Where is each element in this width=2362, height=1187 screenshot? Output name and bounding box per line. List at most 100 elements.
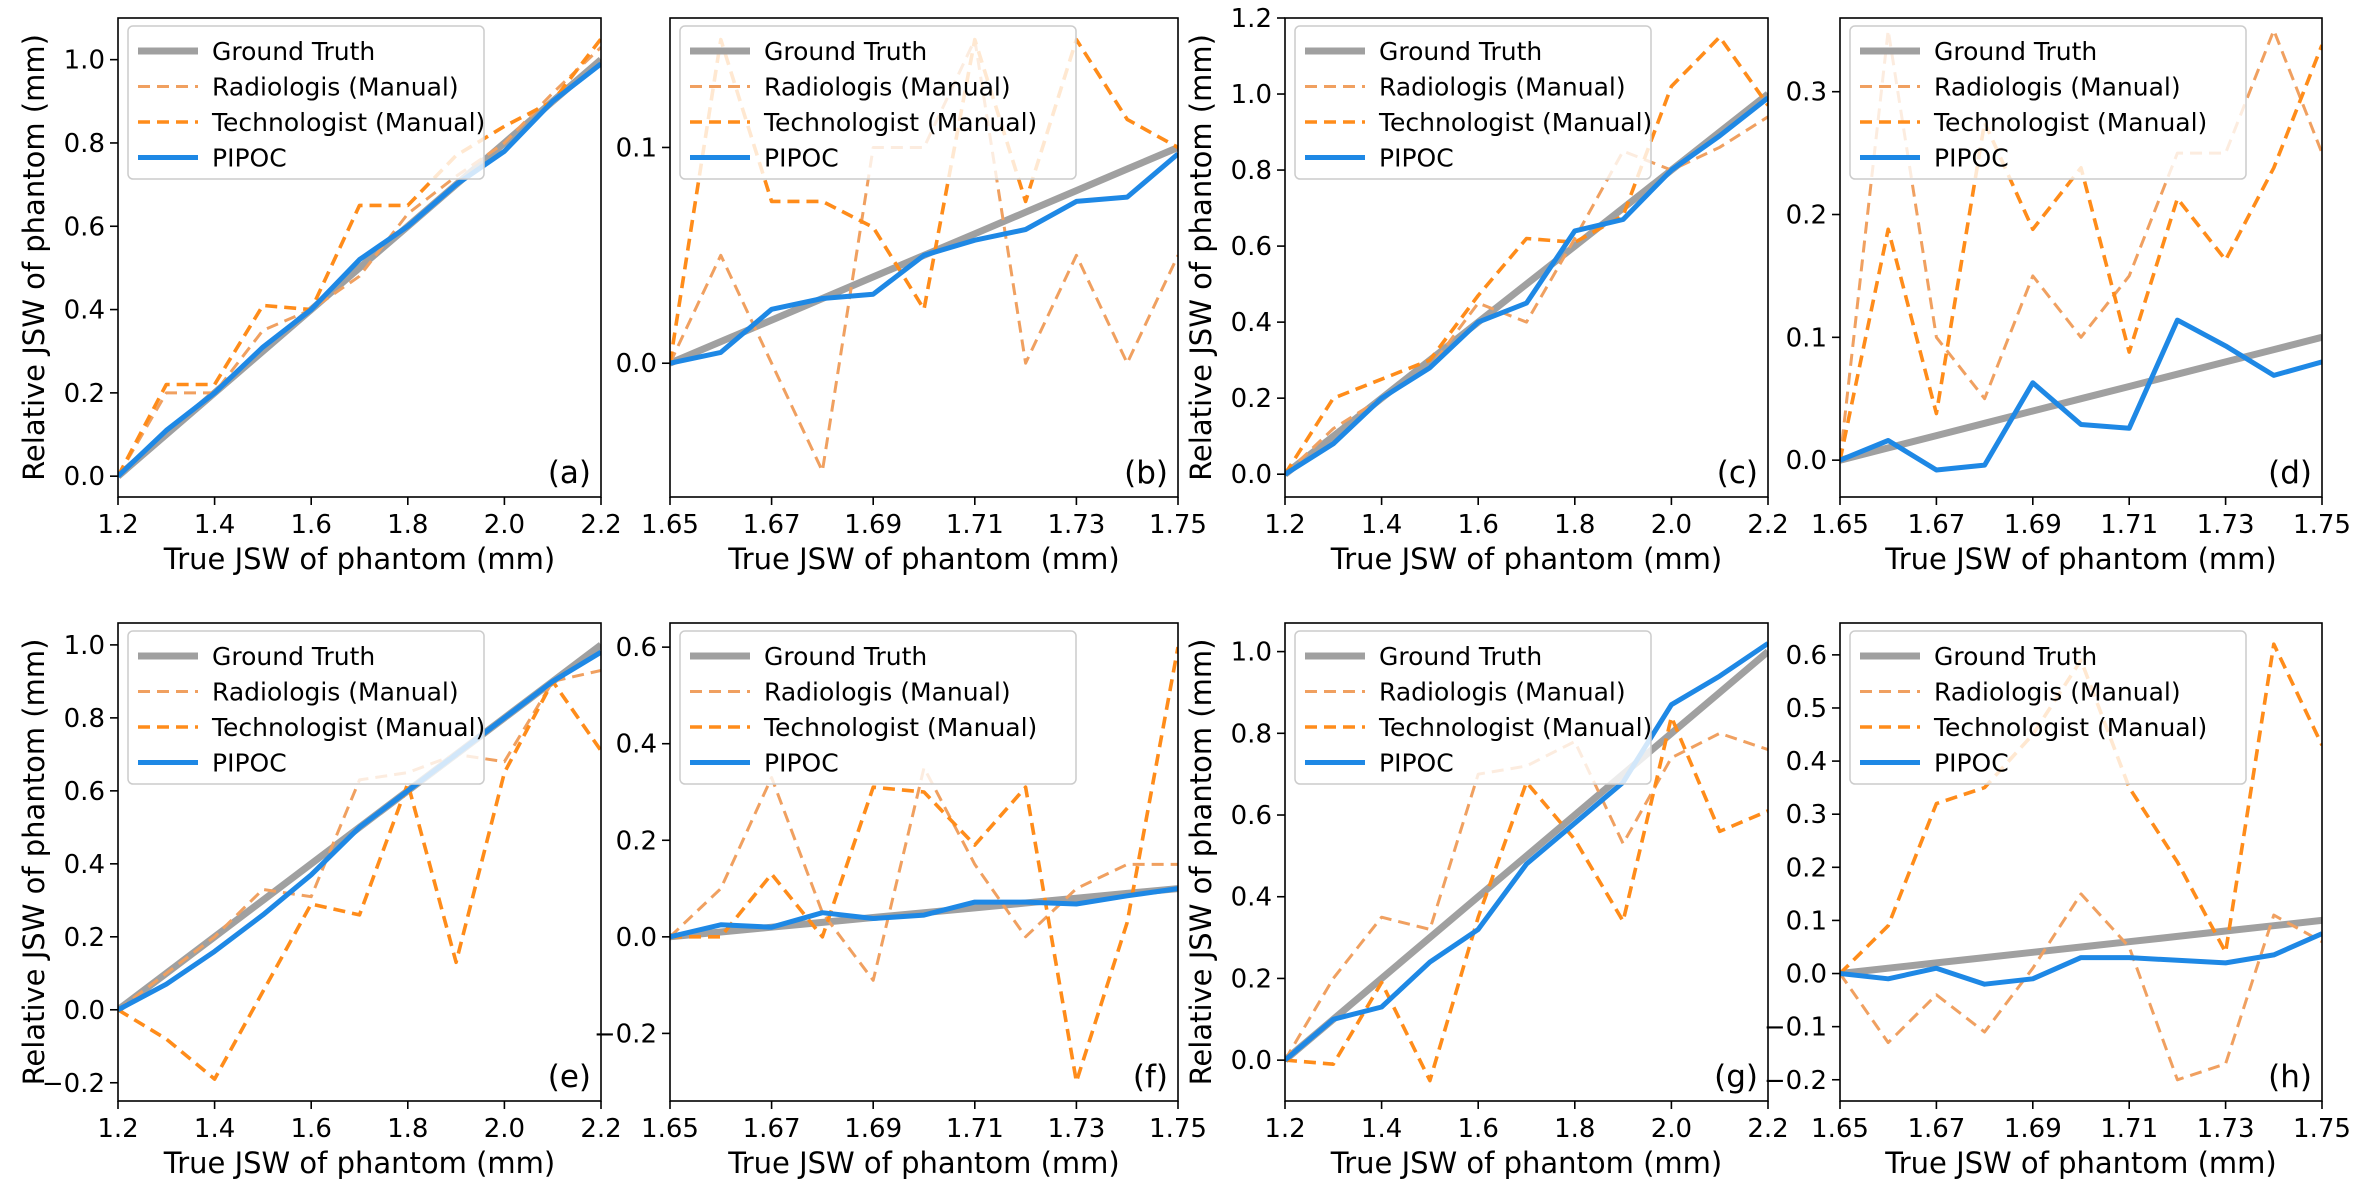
y-tick-label: −0.1	[1764, 1013, 1827, 1043]
plot-frame	[117, 17, 602, 498]
y-tick-label: 0.2	[616, 826, 657, 856]
x-tick-label: 2.2	[580, 1114, 621, 1144]
y-tick-label: 0.0	[64, 996, 105, 1026]
legend: Ground Truth Radiologis (Manual) Technolog…	[127, 25, 485, 180]
legend-label-radiologist: Radiologis (Manual)	[212, 73, 459, 102]
series-line-pipoc	[1285, 641, 1768, 1063]
legend-box	[127, 25, 485, 180]
x-tick-label: 1.2	[97, 1114, 138, 1144]
x-tick-label: 1.67	[1907, 510, 1965, 540]
y-tick-label: 0.4	[1231, 308, 1272, 338]
legend-label-radiologist: Radiologis (Manual)	[764, 73, 1011, 102]
series-lines	[1285, 641, 1768, 1083]
y-tick-label: 0.0	[616, 923, 657, 953]
x-axis-label: True JSW of phantom (mm)	[727, 542, 1120, 576]
y-axis-label: Relative JSW of phantom (mm)	[1184, 639, 1218, 1086]
y-tick-label: 1.0	[64, 46, 105, 76]
legend-label-technologist: Technologist (Manual)	[1378, 713, 1652, 742]
y-tick-label: 0.1	[1786, 906, 1827, 936]
series-line-pipoc	[118, 61, 601, 479]
x-tick-label: 1.75	[2293, 510, 2351, 540]
x-tick-label: 1.67	[743, 1114, 801, 1144]
subplot-b: 1.65 1.67 1.69 1.71 1.73 1.75 0.0 0.1 True JSW o…	[616, 17, 1207, 576]
x-tick-label: 1.2	[97, 510, 138, 540]
y-tick-label: 0.6	[64, 212, 105, 242]
y-tick-label: 0.0	[1231, 460, 1272, 490]
series-line-pipoc	[118, 650, 601, 1013]
y-tick-label: 1.0	[64, 631, 105, 661]
legend-label-technologist: Technologist (Manual)	[763, 108, 1037, 137]
legend-box	[127, 630, 485, 785]
x-tick-label: 1.71	[946, 510, 1004, 540]
x-tick-label: 1.75	[1149, 1114, 1207, 1144]
y-tick-label: 0.2	[1231, 384, 1272, 414]
y-tick-label: 0.3	[1786, 800, 1827, 830]
y-tick-label: 0.2	[1231, 964, 1272, 994]
subplot-e: 1.2 1.4 1.6 1.8 2.0 2.2 −0.2 0.0 0.2 0.4 0.6 0.8 1.0…	[17, 622, 622, 1180]
y-axis-label: Relative JSW of phantom (mm)	[17, 34, 51, 481]
panel-label: (c)	[1717, 455, 1758, 491]
x-tick-label: 2.2	[580, 510, 621, 540]
subplot-h: 1.65 1.67 1.69 1.71 1.73 1.75 −0.2 −0.1 0.0 0.1 0.…	[1764, 622, 2351, 1180]
plot-frame	[669, 622, 1179, 1102]
x-tick-label: 1.65	[641, 1114, 699, 1144]
x-tick-label: 2.0	[1651, 1114, 1692, 1144]
x-tick-label: 1.69	[844, 1114, 902, 1144]
y-tick-label: 0.0	[1786, 960, 1827, 990]
x-tick-label: 1.8	[1554, 510, 1595, 540]
series-line-pipoc	[1840, 317, 2322, 473]
legend-label-pipoc: PIPOC	[212, 749, 287, 778]
legend-label-ground_truth: Ground Truth	[1934, 642, 2097, 671]
legend-label-technologist: Technologist (Manual)	[1933, 713, 2207, 742]
legend-box	[1849, 25, 2247, 180]
y-tick-label: 0.8	[1231, 156, 1272, 186]
series-line-radiologist	[1285, 115, 1768, 476]
x-tick-label: 1.4	[1361, 510, 1402, 540]
y-tick-label: 0.2	[64, 379, 105, 409]
panel-label: (d)	[2268, 455, 2312, 491]
legend-label-ground_truth: Ground Truth	[1934, 37, 2097, 66]
legend-label-radiologist: Radiologis (Manual)	[1379, 73, 1626, 102]
legend-label-pipoc: PIPOC	[1934, 749, 2009, 778]
x-tick-label: 1.8	[1554, 1114, 1595, 1144]
x-tick-label: 1.75	[1149, 510, 1207, 540]
series-lines	[1840, 642, 2322, 1082]
legend-label-ground_truth: Ground Truth	[764, 642, 927, 671]
y-tick-label: 0.2	[1786, 201, 1827, 231]
legend-label-radiologist: Radiologis (Manual)	[1934, 73, 2181, 102]
subplot-f: 1.65 1.67 1.69 1.71 1.73 1.75 −0.2 0.0 0.2 0.4 0.6…	[594, 622, 1207, 1180]
series-line-radiologist	[670, 38, 1178, 473]
series-line-radiologist	[118, 46, 601, 477]
series-line-technologist	[118, 37, 601, 478]
x-tick-label: 1.4	[194, 1114, 235, 1144]
y-tick-label: 0.0	[1786, 446, 1827, 476]
series-line-technologist	[118, 679, 601, 1081]
legend-label-radiologist: Radiologis (Manual)	[212, 678, 459, 707]
series-lines	[670, 646, 1178, 1084]
y-axis-label: Relative JSW of phantom (mm)	[1184, 34, 1218, 481]
legend-label-ground_truth: Ground Truth	[212, 37, 375, 66]
x-tick-label: 1.73	[2197, 1114, 2255, 1144]
y-tick-label: 0.6	[1786, 641, 1827, 671]
x-tick-label: 1.65	[1811, 1114, 1869, 1144]
x-tick-label: 1.6	[1458, 510, 1499, 540]
legend-label-ground_truth: Ground Truth	[1379, 642, 1542, 671]
x-tick-label: 1.6	[291, 1114, 332, 1144]
y-tick-label: 0.8	[64, 129, 105, 159]
x-tick-label: 1.8	[387, 510, 428, 540]
y-tick-label: 0.6	[1231, 801, 1272, 831]
legend: Ground Truth Radiologis (Manual) Technolog…	[1294, 630, 1652, 785]
x-tick-label: 1.71	[2100, 510, 2158, 540]
y-tick-label: 0.1	[616, 133, 657, 163]
legend-box	[679, 25, 1077, 180]
y-tick-label: 0.8	[64, 704, 105, 734]
x-tick-label: 1.73	[2197, 510, 2255, 540]
series-lines	[118, 37, 601, 479]
panel-label: (b)	[1124, 455, 1168, 491]
x-tick-label: 1.73	[1047, 1114, 1105, 1144]
y-tick-label: −0.2	[594, 1019, 657, 1049]
x-tick-label: 1.65	[1811, 510, 1869, 540]
x-tick-label: 1.8	[387, 1114, 428, 1144]
x-tick-label: 1.71	[2100, 1114, 2158, 1144]
